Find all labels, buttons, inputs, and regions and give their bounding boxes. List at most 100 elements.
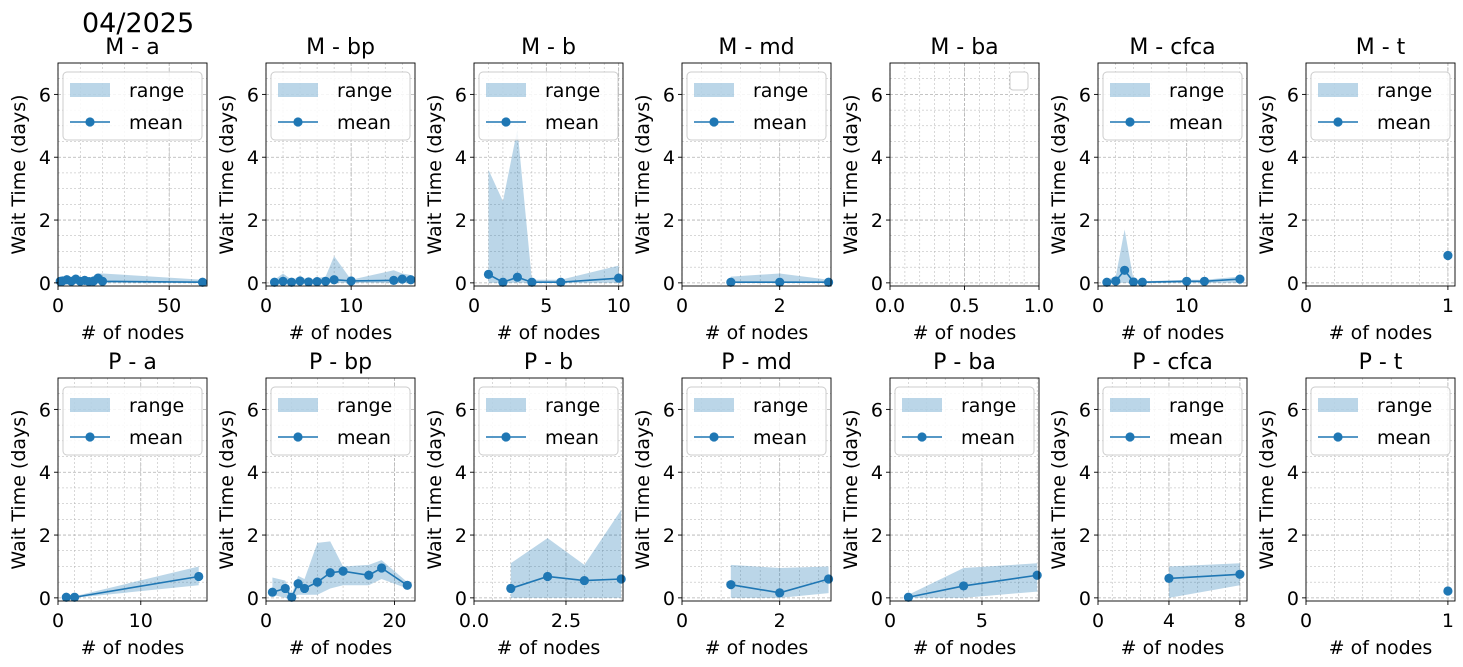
x-tick-label: 5: [976, 610, 988, 632]
x-tick-label: 0: [676, 610, 688, 632]
y-tick-label: 2: [39, 525, 51, 547]
mean-point: [194, 571, 204, 582]
legend-range-swatch: [694, 398, 734, 412]
mean-point: [402, 580, 412, 590]
subplot-14: 0 2 4 6 0 1 P - t # of nodes Wait Time (days) ran…: [1256, 350, 1456, 659]
y-tick-label: 6: [871, 84, 883, 106]
y-tick-label: 4: [455, 147, 467, 169]
legend-box: [270, 386, 411, 456]
y-tick-label: 2: [871, 525, 883, 547]
mean-point: [1120, 265, 1130, 275]
mean-point: [69, 592, 80, 602]
subplot-6: 0 2 4 6 0 10 M - cfca # of nodes Wait Time (days…: [1048, 35, 1248, 344]
y-tick-label: 0: [1287, 273, 1299, 295]
axes-frame: [473, 377, 624, 602]
legend-mean-marker: [85, 117, 95, 127]
x-axis-label: # of nodes: [913, 322, 1017, 344]
axes-frame: [681, 62, 832, 287]
x-tick-label: 50: [157, 295, 181, 317]
legend-mean-marker: [709, 117, 719, 127]
legend-mean-label: mean: [337, 427, 391, 449]
y-tick-label: 4: [871, 147, 883, 169]
axes-frame: [265, 377, 416, 602]
legend-range-swatch: [1110, 398, 1150, 412]
y-tick-label: 0: [1079, 588, 1091, 610]
y-tick-label: 0: [663, 273, 675, 295]
y-tick-label: 2: [39, 210, 51, 232]
x-tick-label: 0: [468, 295, 480, 317]
mean-point: [287, 592, 297, 602]
y-tick-label: 6: [455, 84, 467, 106]
mean-point: [286, 277, 297, 287]
y-tick-label: 4: [39, 462, 51, 484]
y-tick-label: 4: [1287, 147, 1299, 169]
legend-mean-label: mean: [129, 112, 183, 134]
x-tick-label: 0: [260, 295, 272, 317]
subplot-title: P - t: [1359, 350, 1403, 375]
x-tick-label: 0.0: [875, 295, 905, 317]
y-tick-label: 2: [871, 210, 883, 232]
y-tick-label: 4: [39, 147, 51, 169]
y-tick-label: 2: [455, 525, 467, 547]
y-tick-label: 4: [247, 147, 259, 169]
y-tick-label: 4: [1079, 462, 1091, 484]
legend-range-swatch: [486, 398, 526, 412]
subplot-title: P - a: [108, 350, 157, 375]
legend-empty-box: [1009, 71, 1029, 91]
subplot-title: M - b: [521, 35, 576, 60]
legend-mean-label: mean: [545, 112, 599, 134]
x-axis-label: # of nodes: [81, 322, 185, 344]
x-tick-label: 0: [1300, 610, 1312, 632]
subplot-12: 0 2 4 6 0 5 P - ba # of nodes Wait Time (days) ra…: [840, 350, 1042, 659]
y-tick-label: 0: [39, 588, 51, 610]
mean-point: [498, 277, 508, 287]
mean-point: [1443, 586, 1453, 596]
x-axis-label: # of nodes: [1329, 637, 1433, 659]
axes-frame: [473, 62, 624, 287]
legend: range mean: [270, 386, 411, 456]
subplot-title: P - b: [524, 350, 573, 375]
legend: range mean: [270, 71, 411, 141]
x-tick-label: 10: [607, 295, 631, 317]
legend-range-label: range: [1377, 80, 1432, 102]
y-tick-label: 0: [39, 273, 51, 295]
y-tick-label: 4: [1287, 462, 1299, 484]
legend-range-label: range: [545, 80, 600, 102]
axes-frame: [57, 377, 208, 602]
legend-mean-label: mean: [961, 427, 1015, 449]
x-tick-label: 0: [52, 610, 64, 632]
axes-frame: [681, 377, 832, 602]
legend-range-label: range: [337, 395, 392, 417]
range-band: [1106, 229, 1240, 283]
legend: range mean: [62, 386, 203, 456]
legend-mean-marker: [917, 432, 927, 442]
y-tick-label: 0: [455, 588, 467, 610]
range-band: [510, 509, 622, 598]
y-tick-label: 2: [663, 210, 675, 232]
y-tick-label: 2: [455, 210, 467, 232]
y-tick-label: 2: [247, 210, 259, 232]
mean-point: [1182, 276, 1192, 286]
mean-point: [197, 277, 208, 287]
y-tick-label: 6: [247, 399, 259, 421]
mean-point: [293, 579, 303, 589]
subplot-title: M - md: [718, 35, 794, 60]
x-axis-label: # of nodes: [289, 637, 393, 659]
legend-mean-marker: [293, 117, 303, 127]
y-tick-label: 4: [871, 462, 883, 484]
subplot-title: P - cfca: [1132, 350, 1213, 375]
legend-range-label: range: [961, 395, 1016, 417]
legend-mean-label: mean: [337, 112, 391, 134]
axes-frame: [57, 62, 208, 287]
legend: range mean: [62, 71, 203, 141]
legend-mean-marker: [85, 432, 95, 442]
legend: range mean: [478, 71, 619, 141]
legend-box: [686, 71, 827, 141]
y-tick-label: 0: [663, 588, 675, 610]
range-band: [730, 564, 829, 598]
mean-point: [726, 277, 736, 287]
y-tick-label: 0: [1287, 588, 1299, 610]
legend: range mean: [1102, 71, 1243, 141]
legend-box: [62, 386, 203, 456]
legend-box: [686, 386, 827, 456]
